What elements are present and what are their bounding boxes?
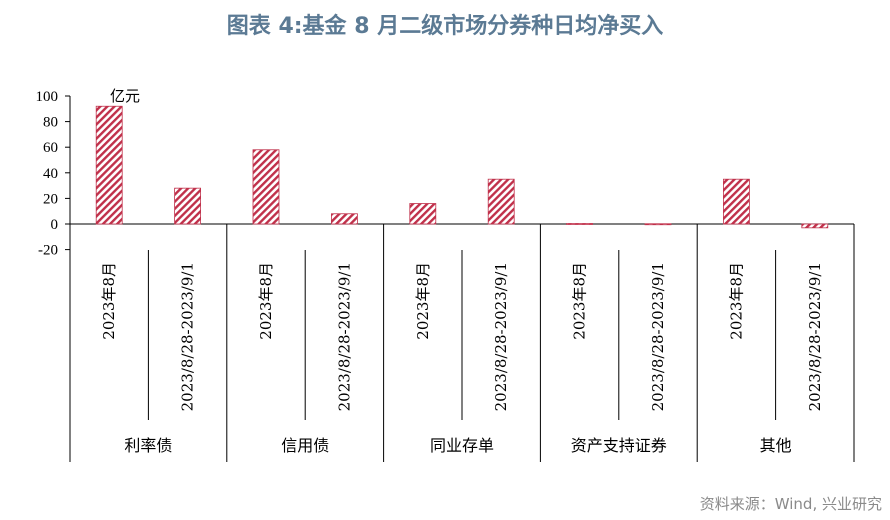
unit-label: 亿元 [110, 87, 140, 105]
group-label: 信用债 [281, 436, 329, 455]
bar [252, 149, 280, 225]
bar [409, 203, 437, 225]
bar [644, 223, 672, 226]
category-label: 2023年8月 [100, 262, 118, 340]
category-label: 2023年8月 [571, 262, 589, 340]
y-tick-label: 0 [51, 217, 59, 233]
bar [95, 105, 123, 225]
chart-title: 图表 4:基金 8 月二级市场分券种日均净买入 [226, 14, 664, 39]
category-label: 2023/8/28-2023/9/1 [649, 262, 667, 411]
bar [566, 223, 593, 225]
group-label: 同业存单 [430, 436, 494, 455]
y-tick-label: 40 [43, 166, 58, 182]
group-label: 利率债 [124, 436, 172, 455]
group-label: 其他 [760, 436, 792, 455]
y-tick-label: 80 [43, 115, 58, 131]
y-tick-label: 100 [36, 89, 59, 105]
category-label: 2023/8/28-2023/9/1 [179, 262, 197, 411]
y-tick-label: 60 [43, 140, 58, 156]
category-label: 2023/8/28-2023/9/1 [806, 262, 824, 411]
bar [801, 223, 829, 229]
bar [330, 213, 358, 225]
category-label: 2023/8/28-2023/9/1 [335, 262, 353, 411]
category-label: 2023年8月 [414, 262, 432, 340]
category-label: 2023年8月 [727, 262, 745, 340]
group-label: 资产支持证券 [571, 436, 667, 455]
category-label: 2023年8月 [257, 262, 275, 340]
y-tick-label: -20 [38, 243, 58, 259]
source-note: 资料来源：Wind, 兴业研究 [699, 495, 882, 513]
y-tick-label: 20 [43, 191, 58, 207]
bar [487, 178, 515, 225]
bar [723, 178, 750, 225]
bar [174, 187, 202, 225]
category-label: 2023/8/28-2023/9/1 [492, 262, 510, 411]
